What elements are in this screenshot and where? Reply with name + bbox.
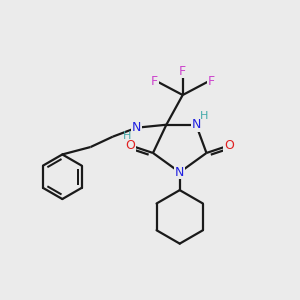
Text: F: F bbox=[207, 75, 214, 88]
Text: F: F bbox=[179, 65, 186, 78]
Text: H: H bbox=[123, 131, 131, 141]
Text: H: H bbox=[200, 111, 208, 121]
Text: N: N bbox=[191, 118, 201, 131]
Text: N: N bbox=[132, 121, 141, 134]
Text: N: N bbox=[175, 166, 184, 179]
Text: O: O bbox=[224, 139, 234, 152]
Text: O: O bbox=[126, 139, 136, 152]
Text: F: F bbox=[151, 75, 158, 88]
